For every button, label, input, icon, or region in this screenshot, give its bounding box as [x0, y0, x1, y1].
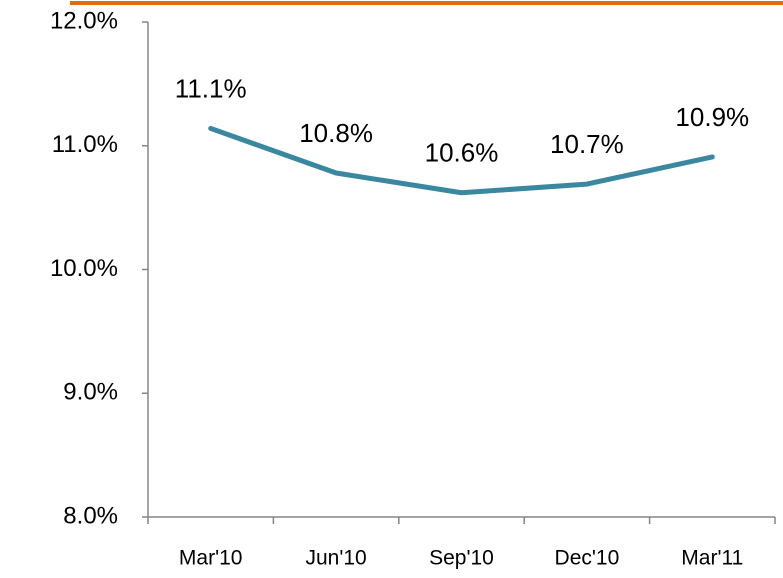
data-label: 11.1% — [175, 73, 247, 103]
data-label: 10.6% — [425, 138, 499, 168]
header-rule — [70, 1, 783, 5]
x-tick-label: Jun'10 — [305, 547, 366, 570]
x-tick-label: Mar'11 — [681, 547, 743, 570]
x-tick-label: Sep'10 — [429, 547, 494, 570]
data-label: 10.7% — [550, 129, 624, 159]
y-tick-label: 8.0% — [63, 502, 118, 529]
data-label: 10.9% — [675, 102, 749, 132]
y-tick-label: 11.0% — [52, 131, 118, 158]
x-tick-label: Dec'10 — [555, 547, 620, 570]
x-tick-label: Mar'10 — [179, 547, 243, 570]
y-tick-label: 10.0% — [50, 255, 118, 282]
y-tick-label: 12.0% — [50, 7, 118, 34]
line-series — [208, 125, 715, 196]
y-tick-label: 9.0% — [63, 379, 118, 406]
data-label: 10.8% — [299, 118, 373, 148]
